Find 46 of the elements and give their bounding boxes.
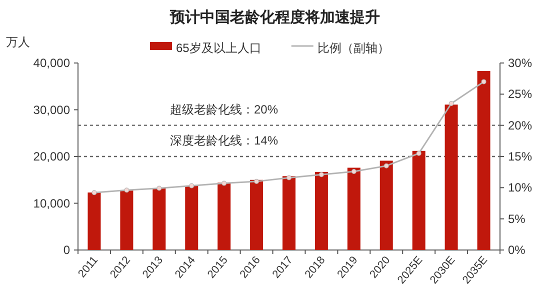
point: [384, 163, 389, 168]
legend-label: 比例（副轴）: [317, 41, 390, 55]
point: [92, 190, 97, 196]
y2-tick-label: 20%: [508, 118, 532, 132]
bar: [477, 70, 490, 250]
point: [189, 183, 194, 188]
point: [416, 150, 422, 156]
point: [254, 178, 260, 184]
y-tick-label: 10,000: [33, 196, 70, 210]
y2-tick-label: 25%: [508, 87, 532, 102]
bar: [347, 168, 360, 250]
ref-line: 深度老龄化线：14%: [78, 134, 500, 158]
bar: [88, 192, 101, 250]
bar: [152, 188, 166, 250]
bar: [314, 172, 328, 250]
bar: [120, 190, 134, 250]
point: [286, 175, 292, 180]
y2-tick-label: 10%: [508, 180, 532, 195]
point: [222, 180, 227, 186]
y2-tick-label: 15%: [508, 150, 532, 164]
bar: [380, 160, 393, 250]
bar: [444, 104, 458, 250]
y2-tick-label: 5%: [508, 212, 526, 226]
bar: [218, 182, 231, 250]
y-tick-label: 30,000: [33, 102, 70, 117]
ref-line-label: 超级老龄化线：20%: [170, 102, 278, 116]
point: [318, 172, 324, 178]
point: [481, 79, 486, 84]
point: [156, 186, 162, 191]
ref-line: 超级老龄化线：20%: [78, 102, 500, 126]
y-tick-label: 0: [63, 243, 70, 257]
bar: [185, 185, 198, 250]
bar: [412, 150, 426, 250]
y2-tick-label: 30%: [508, 56, 532, 70]
point: [351, 168, 356, 174]
legend-label: 65岁及以上人口: [176, 41, 262, 55]
bar: [250, 180, 264, 250]
chart-title: 预计中国老龄化程度将加速提升: [169, 8, 380, 26]
bar: [282, 176, 296, 250]
y2-tick-label: 0%: [508, 243, 526, 257]
point: [448, 101, 454, 106]
y-tick-label: 20,000: [33, 150, 70, 164]
y-tick-label: 40,000: [33, 56, 70, 70]
point: [124, 188, 130, 193]
ref-line-label: 深度老龄化线：14%: [170, 134, 278, 148]
y-axis-title: 万人: [6, 35, 30, 49]
